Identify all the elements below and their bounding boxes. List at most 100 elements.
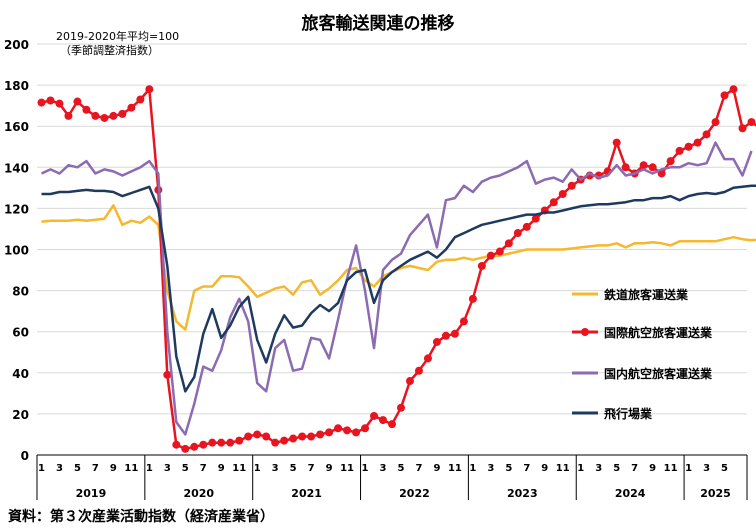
- data-point: [531, 214, 540, 223]
- y-tick-label: 120: [4, 202, 29, 216]
- data-point: [396, 403, 405, 412]
- legend-item: 国内航空旅客運送業: [572, 366, 713, 381]
- series-4: [41, 184, 756, 393]
- x-tick-label: 1: [254, 463, 261, 474]
- data-point: [549, 198, 558, 207]
- data-point: [334, 424, 343, 433]
- data-point: [477, 261, 486, 270]
- x-tick-label: 3: [703, 463, 710, 474]
- data-point: [747, 118, 756, 127]
- x-tick-label: 5: [74, 463, 81, 474]
- y-tick-label: 200: [4, 38, 29, 52]
- x-year-label: 2021: [291, 487, 322, 500]
- x-tick-label: 11: [124, 463, 138, 474]
- x-tick-label: 7: [308, 463, 315, 474]
- data-point: [136, 95, 145, 104]
- data-point: [522, 222, 531, 231]
- series-line: [41, 184, 756, 393]
- data-point: [450, 329, 459, 338]
- y-tick-label: 40: [12, 367, 29, 381]
- data-point: [370, 411, 379, 420]
- data-point: [181, 444, 190, 453]
- x-tick-label: 1: [38, 463, 45, 474]
- data-point: [405, 377, 414, 386]
- data-point: [253, 430, 262, 439]
- x-year-label: 2024: [615, 487, 646, 500]
- data-point: [172, 440, 181, 449]
- data-point: [648, 163, 657, 172]
- y-tick-label: 0: [21, 449, 29, 463]
- x-tick-label: 9: [110, 463, 117, 474]
- x-tick-label: 1: [146, 463, 153, 474]
- data-point: [702, 130, 711, 139]
- x-tick-label: 3: [380, 463, 387, 474]
- data-point: [289, 434, 298, 443]
- data-point: [55, 99, 64, 108]
- x-tick-label: 3: [595, 463, 602, 474]
- data-point: [316, 430, 325, 439]
- data-point: [486, 251, 495, 260]
- legend-label: 国内航空旅客運送業: [604, 366, 713, 381]
- data-point: [729, 85, 738, 94]
- data-point: [441, 331, 450, 340]
- data-point: [567, 181, 576, 190]
- x-tick-label: 5: [505, 463, 512, 474]
- legend-item: 鉄道旅客運送業: [572, 287, 689, 302]
- data-point: [271, 438, 280, 447]
- data-point: [109, 111, 118, 120]
- x-tick-label: 9: [218, 463, 225, 474]
- y-tick-label: 180: [4, 79, 29, 93]
- series-3: [40, 141, 753, 436]
- data-point: [91, 111, 100, 120]
- data-point: [46, 96, 55, 105]
- data-point: [675, 146, 684, 155]
- data-point: [432, 337, 441, 346]
- data-point: [361, 424, 370, 433]
- data-point: [495, 247, 504, 256]
- data-point: [208, 438, 217, 447]
- data-point: [325, 428, 334, 437]
- data-point: [379, 416, 388, 425]
- data-point: [163, 370, 172, 379]
- x-tick-label: 9: [326, 463, 333, 474]
- data-point: [235, 436, 244, 445]
- data-point: [190, 442, 199, 451]
- x-tick-label: 7: [200, 463, 207, 474]
- data-point: [711, 118, 720, 127]
- data-point: [621, 163, 630, 172]
- y-tick-label: 80: [12, 285, 29, 299]
- data-point: [100, 113, 109, 122]
- legend-item: 飛行場業: [572, 406, 653, 421]
- x-tick-label: 11: [448, 463, 462, 474]
- data-point: [504, 239, 513, 248]
- data-point: [738, 124, 747, 133]
- data-point: [513, 229, 522, 238]
- x-tick-label: 5: [613, 463, 620, 474]
- x-axis: 1 3 5 7 9 11 1 3 5 7 9 11 1 3 5 7 9 11 1 3 5 7 9 11 1 3 5 7 9 11 1 3 5 7 9…: [36, 454, 748, 500]
- data-point: [118, 109, 127, 118]
- data-point: [468, 294, 477, 303]
- data-point: [666, 157, 675, 166]
- y-tick-label: 100: [4, 244, 29, 258]
- legend-label: 鉄道旅客運送業: [604, 287, 689, 302]
- x-tick-label: 9: [649, 463, 656, 474]
- data-point: [73, 97, 82, 106]
- x-tick-label: 11: [232, 463, 246, 474]
- legend-item: 国際航空旅客運送業: [572, 325, 713, 340]
- x-tick-label: 11: [556, 463, 570, 474]
- data-point: [127, 103, 136, 112]
- data-point: [388, 420, 396, 429]
- x-tick-label: 7: [631, 463, 638, 474]
- data-point: [64, 111, 73, 120]
- data-point: [558, 190, 567, 199]
- x-tick-label: 7: [415, 463, 422, 474]
- data-point: [352, 428, 361, 437]
- x-tick-label: 1: [362, 463, 369, 474]
- y-tick-label: 160: [4, 120, 29, 134]
- x-tick-label: 9: [541, 463, 548, 474]
- data-point: [199, 440, 208, 449]
- source-note: 資料：第３次産業活動指数（経済産業省）: [8, 508, 274, 525]
- x-tick-label: 3: [164, 463, 171, 474]
